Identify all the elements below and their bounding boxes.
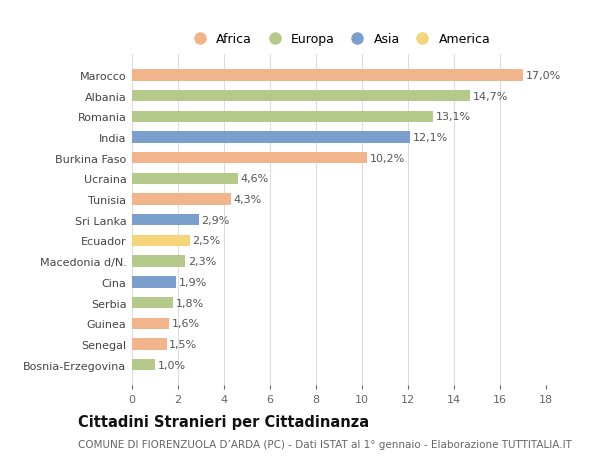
Bar (132, 132, 410, 143)
Text: 1,6%: 1,6% (172, 319, 200, 329)
Legend: Africa, Europa, Asia, America: Africa, Europa, Asia, America (182, 28, 496, 51)
Bar (132, 70, 523, 81)
Bar (132, 215, 199, 226)
Text: COMUNE DI FIORENZUOLA D’ARDA (PC) - Dati ISTAT al 1° gennaio - Elaborazione TUTT: COMUNE DI FIORENZUOLA D’ARDA (PC) - Dati… (78, 440, 572, 449)
Bar (132, 277, 176, 288)
Text: 10,2%: 10,2% (370, 153, 404, 163)
Text: 17,0%: 17,0% (526, 71, 561, 81)
Bar (132, 339, 167, 350)
Bar (132, 318, 169, 329)
Text: 1,5%: 1,5% (169, 339, 197, 349)
Bar (132, 359, 155, 370)
Text: 4,3%: 4,3% (233, 195, 262, 205)
Bar (132, 194, 231, 205)
Text: 4,6%: 4,6% (241, 174, 269, 184)
Bar (132, 91, 470, 102)
Text: 13,1%: 13,1% (436, 112, 471, 122)
Bar (132, 297, 173, 308)
Bar (132, 112, 433, 123)
Bar (132, 256, 185, 267)
Text: 1,8%: 1,8% (176, 298, 205, 308)
Bar (132, 174, 238, 185)
Text: 12,1%: 12,1% (413, 133, 448, 143)
Text: 2,9%: 2,9% (202, 215, 230, 225)
Text: 1,9%: 1,9% (178, 277, 207, 287)
Text: Cittadini Stranieri per Cittadinanza: Cittadini Stranieri per Cittadinanza (78, 414, 369, 429)
Text: 1,0%: 1,0% (158, 360, 186, 370)
Text: 2,5%: 2,5% (192, 236, 221, 246)
Bar (132, 153, 367, 164)
Text: 14,7%: 14,7% (473, 91, 508, 101)
Text: 2,3%: 2,3% (188, 257, 216, 267)
Bar (132, 235, 190, 246)
